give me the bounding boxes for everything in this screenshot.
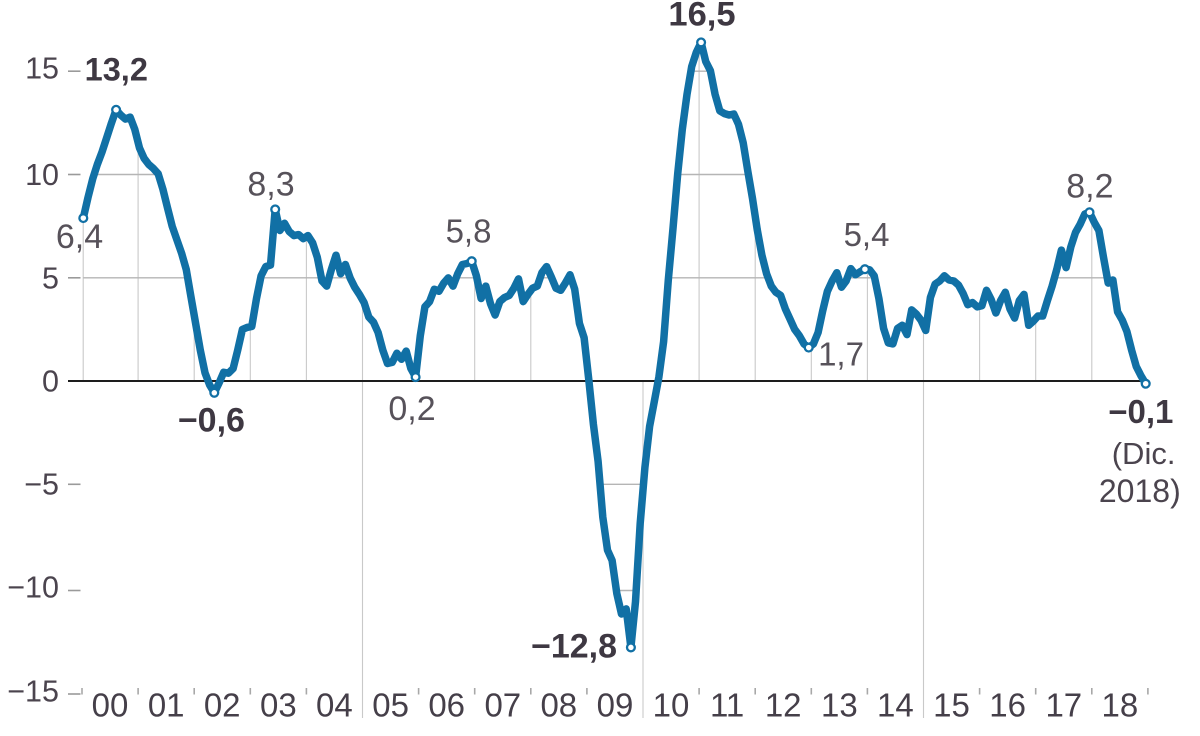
svg-text:01: 01 <box>148 687 185 724</box>
svg-text:15: 15 <box>25 51 59 85</box>
svg-text:6,4: 6,4 <box>56 218 103 256</box>
svg-text:1,7: 1,7 <box>818 336 864 373</box>
svg-text:11: 11 <box>710 687 744 724</box>
svg-text:02: 02 <box>204 687 241 724</box>
svg-text:5,4: 5,4 <box>844 216 890 253</box>
svg-text:10: 10 <box>653 687 690 724</box>
svg-text:5,8: 5,8 <box>446 213 492 250</box>
svg-text:5: 5 <box>42 261 59 295</box>
svg-text:08: 08 <box>540 687 577 724</box>
svg-text:−0,6: −0,6 <box>178 402 245 440</box>
svg-text:−0,1: −0,1 <box>1108 393 1173 430</box>
svg-text:2018): 2018) <box>1099 473 1181 509</box>
svg-text:05: 05 <box>372 687 409 724</box>
svg-text:15: 15 <box>933 687 970 724</box>
svg-text:16: 16 <box>989 687 1026 724</box>
svg-text:09: 09 <box>597 687 634 724</box>
svg-text:0: 0 <box>42 365 59 399</box>
svg-text:07: 07 <box>484 687 521 724</box>
svg-text:14: 14 <box>877 687 914 724</box>
svg-text:04: 04 <box>316 687 353 724</box>
svg-text:0,2: 0,2 <box>388 390 435 428</box>
svg-text:−5: −5 <box>24 467 59 501</box>
svg-text:10: 10 <box>25 158 59 192</box>
svg-text:03: 03 <box>260 687 297 724</box>
svg-text:18: 18 <box>1102 687 1139 724</box>
svg-text:(Dic.: (Dic. <box>1112 436 1176 471</box>
svg-text:06: 06 <box>428 687 465 724</box>
svg-text:00: 00 <box>92 687 129 724</box>
svg-text:16,5: 16,5 <box>668 0 735 34</box>
svg-text:−15: −15 <box>7 675 59 709</box>
svg-text:8,3: 8,3 <box>247 165 294 203</box>
svg-text:12: 12 <box>765 687 802 724</box>
svg-text:13,2: 13,2 <box>85 52 148 88</box>
svg-text:13: 13 <box>821 687 858 724</box>
svg-text:−12,8: −12,8 <box>531 628 617 666</box>
svg-text:8,2: 8,2 <box>1066 168 1113 206</box>
svg-text:−10: −10 <box>7 571 59 605</box>
svg-text:17: 17 <box>1045 687 1082 724</box>
